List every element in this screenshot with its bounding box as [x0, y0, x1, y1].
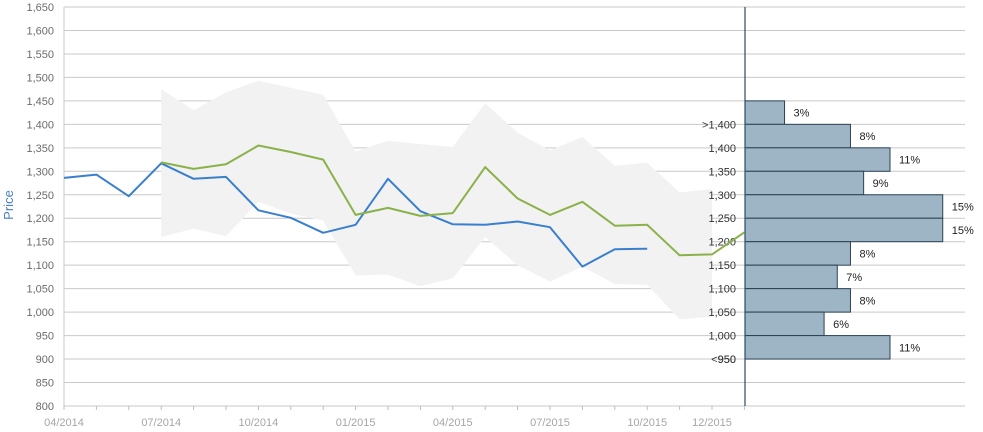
x-axis-ticks: 04/2014 07/2014 10/2014 01/2015 04/2015 07/20… — [44, 406, 745, 429]
x-tick-label: 10/2014 — [239, 417, 279, 429]
distribution-bar — [744, 335, 891, 360]
distribution-percent-label: 8% — [859, 131, 875, 143]
distribution-bar — [744, 217, 944, 243]
y-axis-label: Price — [1, 190, 16, 220]
forecast-price-line — [161, 144, 745, 257]
distribution-bar — [744, 194, 944, 219]
distribution-percent-label: 15% — [952, 202, 974, 214]
forecast-band-area — [161, 80, 712, 320]
distribution-percent-label: 7% — [846, 272, 862, 284]
distribution-bin-label: <950 — [711, 354, 736, 366]
distribution-bar — [744, 264, 838, 290]
x-tick-label: 01/2015 — [336, 417, 376, 429]
x-tick-label: 04/2014 — [44, 417, 84, 429]
distribution-percent-label: 11% — [899, 342, 920, 354]
x-tick-label: 10/2015 — [627, 417, 667, 429]
distribution-bin-label: 1,250 — [708, 213, 736, 225]
y-tick-label: 850 — [36, 378, 54, 390]
y-tick-label: 1,600 — [26, 25, 54, 37]
distribution-bin-label: 1,300 — [708, 190, 736, 202]
distribution-bar — [744, 241, 851, 266]
distribution-bar — [744, 311, 825, 337]
y-tick-label: 1,250 — [26, 190, 54, 202]
y-tick-label: 800 — [36, 401, 54, 413]
y-tick-label: 900 — [36, 354, 54, 366]
distribution-percent-label: 3% — [794, 108, 810, 120]
distribution-bar — [744, 147, 891, 172]
distribution-bar — [744, 170, 865, 196]
y-tick-label: 1,550 — [26, 49, 54, 61]
y-tick-label: 1,000 — [26, 307, 54, 319]
distribution-percent-label: 8% — [859, 248, 875, 260]
y-tick-label: 1,300 — [26, 166, 54, 178]
x-tick-label: 04/2015 — [433, 417, 473, 429]
y-tick-label: 1,150 — [26, 237, 54, 249]
y-tick-label: 1,450 — [26, 96, 54, 108]
distribution-bin-label: 1,350 — [708, 166, 736, 178]
distribution-percent-label: 15% — [952, 225, 974, 237]
y-tick-label: 1,400 — [26, 119, 54, 131]
distribution-percent-label: 11% — [899, 155, 920, 167]
distribution-bin-label: 1,400 — [708, 143, 736, 155]
series-lines — [64, 144, 745, 268]
axes — [63, 7, 746, 406]
distribution-bar — [744, 288, 851, 313]
distribution-bin-label: 1,000 — [708, 331, 736, 343]
y-tick-label: 1,050 — [26, 284, 54, 296]
x-tick-label: 07/2015 — [530, 417, 570, 429]
distribution-bin-label: 1,100 — [708, 284, 736, 296]
distribution-bar — [744, 100, 786, 125]
y-axis-ticks: 800 850 900 950 1,000 1,050 1,100 1,150 1,200 1,2… — [26, 2, 54, 413]
x-tick-label: 12/2015 — [692, 417, 732, 429]
y-tick-label: 1,500 — [26, 72, 54, 84]
x-tick-label: 07/2014 — [141, 417, 181, 429]
distribution-bin-label: 1,200 — [708, 237, 736, 249]
y-tick-label: 1,350 — [26, 143, 54, 155]
y-tick-label: 1,100 — [26, 260, 54, 272]
distribution-bar — [744, 123, 851, 149]
distribution-bin-label: 1,150 — [708, 260, 736, 272]
distribution-percent-label: 8% — [859, 295, 875, 307]
distribution-percent-label: 9% — [873, 178, 889, 190]
forecast-range-band — [161, 80, 712, 320]
distribution-bin-label: >1,400 — [702, 119, 736, 131]
distribution-bin-label: 1,050 — [708, 307, 736, 319]
distribution-bin-label: 950 — [718, 354, 736, 366]
distribution-percent-label: 6% — [833, 319, 849, 331]
y-tick-label: 1,650 — [26, 2, 54, 14]
y-tick-label: 950 — [36, 331, 54, 343]
y-tick-label: 1,200 — [26, 213, 54, 225]
